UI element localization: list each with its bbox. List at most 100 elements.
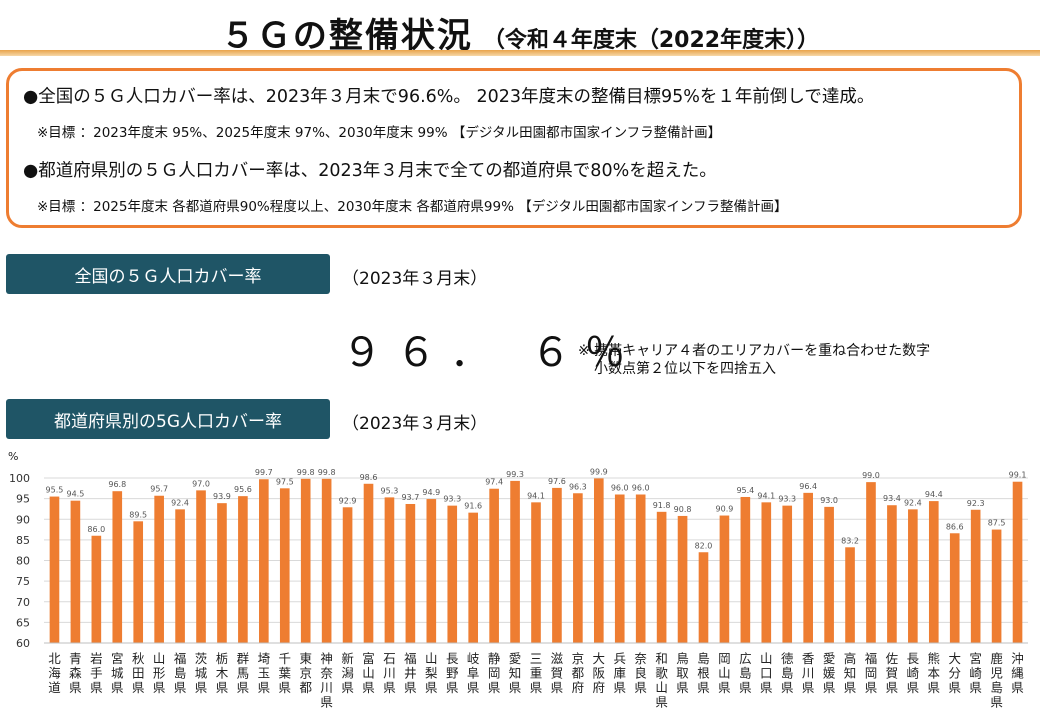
bar bbox=[698, 552, 709, 643]
x-tick-label: 岐阜県 bbox=[467, 651, 480, 695]
bar bbox=[949, 533, 960, 643]
data-label: 95.7 bbox=[150, 485, 168, 494]
bar bbox=[928, 501, 939, 643]
data-label: 99.8 bbox=[297, 468, 315, 477]
x-tick-label: 石川県 bbox=[383, 651, 396, 695]
data-label: 95.3 bbox=[381, 486, 399, 495]
data-label: 99.3 bbox=[506, 470, 524, 479]
national-value: ９６． ６％ bbox=[342, 330, 639, 376]
y-tick-label: 70 bbox=[16, 596, 30, 609]
prefecture-bar-chart: % 60 65 70 75 80 85 90 95 100 95.5 北海道 94.5 青森県 86.0 岩手… bbox=[8, 450, 1028, 710]
bar bbox=[321, 478, 332, 643]
data-label: 96.0 bbox=[632, 484, 650, 493]
data-label: 94.4 bbox=[925, 490, 943, 499]
x-tick-label: 新潟県 bbox=[341, 651, 354, 695]
bar bbox=[238, 496, 248, 643]
data-label: 96.4 bbox=[799, 482, 817, 491]
data-label: 92.9 bbox=[339, 496, 357, 505]
data-label: 92.4 bbox=[171, 498, 189, 507]
data-label: 94.9 bbox=[422, 488, 440, 497]
bar bbox=[761, 502, 772, 643]
bar bbox=[510, 480, 520, 643]
data-label: 91.6 bbox=[464, 502, 482, 511]
bar bbox=[70, 500, 81, 643]
bar bbox=[1012, 481, 1023, 643]
x-tick-label: 佐賀県 bbox=[886, 651, 899, 695]
data-label: 90.8 bbox=[674, 505, 692, 514]
summary-bullet-national: ●全国の５Ｇ人口カバー率は、2023年３月末で96.6%。 2023年度末の整備… bbox=[23, 87, 875, 107]
bar bbox=[824, 506, 834, 643]
data-label: 97.0 bbox=[192, 479, 210, 488]
y-tick-label: 100 bbox=[9, 472, 30, 485]
x-tick-label: 兵庫県 bbox=[613, 651, 626, 695]
national-date: （2023年３月末） bbox=[342, 269, 488, 289]
bar bbox=[573, 493, 583, 643]
x-tick-label: 東京都 bbox=[299, 651, 312, 695]
bar bbox=[656, 511, 667, 643]
data-label: 99.8 bbox=[318, 468, 336, 477]
x-tick-label: 静岡県 bbox=[488, 651, 501, 695]
data-label: 99.1 bbox=[1009, 471, 1027, 480]
bar bbox=[908, 509, 918, 643]
x-tick-label: 鹿児島県 bbox=[990, 651, 1003, 710]
x-tick-label: 宮崎県 bbox=[969, 651, 982, 695]
data-label: 86.0 bbox=[87, 525, 105, 534]
footnote-line-2: 小数点第２位以下を四捨五入 bbox=[594, 361, 776, 377]
data-label: 95.4 bbox=[736, 486, 754, 495]
data-label: 96.0 bbox=[611, 484, 629, 493]
x-tick-label: 山梨県 bbox=[425, 651, 438, 695]
y-tick-label: 65 bbox=[16, 616, 30, 629]
data-label: 93.4 bbox=[883, 494, 901, 503]
page-title: ５Ｇの整備状況 （令和４年度末（2022年度末）） bbox=[0, 8, 1040, 56]
title-main: ５Ｇの整備状況 bbox=[220, 16, 473, 56]
x-tick-label: 福島県 bbox=[174, 651, 187, 695]
data-label: 93.0 bbox=[820, 496, 838, 505]
x-tick-label: 宮城県 bbox=[111, 651, 124, 695]
bar bbox=[740, 496, 751, 643]
bar bbox=[677, 515, 688, 643]
summary-note-national: ※目標 ：2023年度末 95%、2025年度末 97%、2030年度末 99%… bbox=[37, 125, 722, 141]
summary-bullet-prefecture: ●都道府県別の５Ｇ人口カバー率は、2023年３月末で全ての都道府県で80%を超え… bbox=[23, 161, 717, 181]
data-label: 91.8 bbox=[653, 501, 671, 510]
data-label: 93.3 bbox=[778, 495, 796, 504]
x-tick-label: 茨城県 bbox=[195, 651, 208, 695]
x-tick-label: 長野県 bbox=[446, 651, 459, 695]
bar bbox=[49, 496, 60, 643]
data-label: 93.9 bbox=[213, 492, 231, 501]
x-tick-label: 長崎県 bbox=[907, 651, 920, 695]
bar bbox=[887, 505, 897, 643]
data-label: 97.5 bbox=[276, 477, 294, 486]
bar bbox=[970, 509, 981, 643]
x-tick-label: 愛媛県 bbox=[823, 651, 836, 695]
bar bbox=[593, 478, 604, 643]
x-tick-label: 山口県 bbox=[760, 651, 773, 695]
title-sub: （令和４年度末（2022年度末）） bbox=[482, 28, 820, 53]
x-tick-label: 埼玉県 bbox=[258, 651, 271, 695]
x-tick-label: 三重県 bbox=[530, 651, 543, 695]
bar bbox=[719, 515, 730, 643]
data-label: 99.7 bbox=[255, 468, 273, 477]
data-label: 92.4 bbox=[904, 498, 922, 507]
bar bbox=[635, 494, 646, 643]
data-label: 93.7 bbox=[401, 493, 419, 502]
x-tick-label: 和歌山県 bbox=[655, 651, 668, 710]
x-tick-label: 北海道 bbox=[48, 651, 61, 695]
data-label: 93.3 bbox=[443, 495, 461, 504]
x-tick-label: 愛知県 bbox=[509, 651, 522, 695]
bar bbox=[154, 495, 164, 643]
data-label: 96.3 bbox=[569, 482, 587, 491]
bar bbox=[531, 502, 541, 643]
data-label: 83.2 bbox=[841, 536, 859, 545]
data-label: 86.6 bbox=[946, 522, 964, 531]
bar bbox=[91, 535, 102, 643]
bar bbox=[217, 503, 227, 643]
x-tick-label: 鳥取県 bbox=[676, 651, 689, 695]
bar bbox=[552, 487, 562, 643]
x-tick-label: 千葉県 bbox=[279, 651, 292, 695]
y-tick-label: 95 bbox=[16, 493, 30, 506]
y-tick-label: 80 bbox=[16, 555, 30, 568]
data-label: 82.0 bbox=[695, 541, 713, 550]
bar bbox=[489, 488, 499, 643]
x-tick-label: 滋賀県 bbox=[551, 651, 564, 695]
bar bbox=[405, 503, 416, 643]
